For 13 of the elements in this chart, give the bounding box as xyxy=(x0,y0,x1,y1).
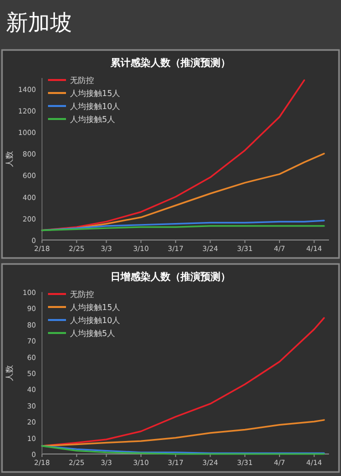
legend-label: 无防控 xyxy=(70,290,94,299)
legend-label: 人均接触5人 xyxy=(70,115,116,124)
legend-label: 人均接触5人 xyxy=(70,329,116,338)
legend-label: 人均接触15人 xyxy=(70,89,120,98)
chart-title: 累计感染人数（推演预测） xyxy=(110,57,230,69)
legend-label: 人均接触15人 xyxy=(70,303,120,312)
chart-title: 日增感染人数（推演预测） xyxy=(110,271,230,283)
legend-label: 人均接触10人 xyxy=(70,316,120,325)
legend-label: 无防控 xyxy=(70,76,94,85)
text: 新加坡 xyxy=(6,11,72,36)
legend-label: 人均接触10人 xyxy=(70,102,120,111)
y-axis-title: 人数 xyxy=(5,151,14,167)
y-axis-title: 人数 xyxy=(5,365,14,381)
